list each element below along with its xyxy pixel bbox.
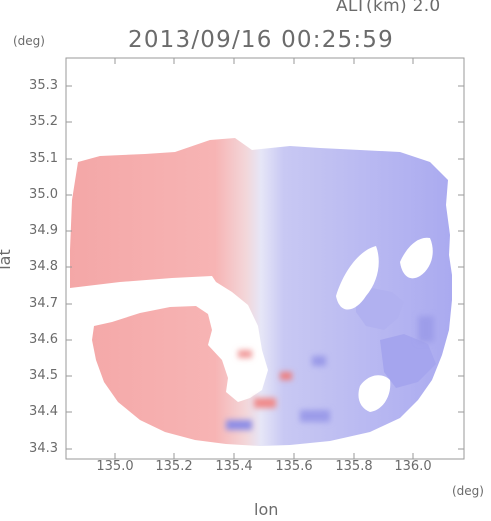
timestamp-title: 2013/09/16 00:25:59 [128,27,394,53]
x-axis-unit: (deg) [452,484,484,498]
x-tick-label: 135.2 [155,459,193,474]
y-tick-label: 35.0 [29,187,58,202]
no-echo-gap-1 [336,246,379,310]
y-tick-label: 34.8 [29,259,58,274]
radar-echo-area [70,138,452,446]
y-tick-label: 34.4 [29,404,58,419]
x-tick-marks [114,58,414,459]
x-tick-label: 136.0 [394,459,432,474]
y-tick-label: 34.5 [29,368,58,383]
x-tick-label: 135.6 [275,459,313,474]
y-tick-marks [66,85,464,450]
y-axis-unit: (deg) [13,34,45,48]
strong-echo-cells [226,316,434,430]
echo-field [70,138,452,446]
x-axis-label: lon [254,500,279,519]
x-tick-label: 135.8 [335,459,373,474]
plot-frame [65,57,465,460]
y-tick-label: 35.1 [29,151,58,166]
y-tick-label: 35.2 [29,114,58,129]
y-tick-label: 34.3 [29,441,58,456]
y-tick-label: 34.9 [29,223,58,238]
y-tick-label: 34.7 [29,296,58,311]
y-tick-label: 35.3 [29,78,58,93]
echo-patch-east [356,288,404,330]
no-echo-gap-3 [358,375,391,412]
y-tick-label: 34.6 [29,332,58,347]
x-tick-label: 135.0 [96,459,134,474]
no-echo-gap-2 [400,237,433,279]
altitude-label: ALT(km) 2.0 [336,0,441,16]
x-tick-label: 135.4 [215,459,253,474]
echo-patch-southeast [380,334,436,388]
